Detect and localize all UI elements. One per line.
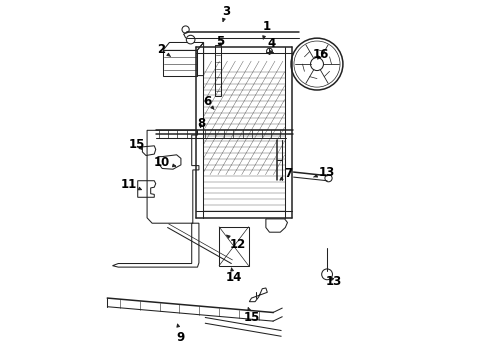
Text: 15: 15 xyxy=(129,138,145,151)
Circle shape xyxy=(267,48,272,54)
Text: 15: 15 xyxy=(244,308,260,324)
Text: 9: 9 xyxy=(177,324,185,344)
Text: 12: 12 xyxy=(227,235,246,251)
Text: 2: 2 xyxy=(157,43,171,57)
Text: 11: 11 xyxy=(121,178,142,191)
Text: 16: 16 xyxy=(313,48,329,61)
Circle shape xyxy=(182,26,189,33)
Circle shape xyxy=(186,35,195,44)
Text: 14: 14 xyxy=(225,268,242,284)
Text: 4: 4 xyxy=(268,37,276,54)
Text: 8: 8 xyxy=(197,117,205,130)
Text: 3: 3 xyxy=(222,5,230,21)
Text: 7: 7 xyxy=(280,167,292,180)
Text: 6: 6 xyxy=(203,95,214,109)
Text: 1: 1 xyxy=(263,21,270,39)
Circle shape xyxy=(321,269,333,280)
Circle shape xyxy=(325,175,332,182)
Text: 13: 13 xyxy=(326,275,343,288)
Text: 10: 10 xyxy=(153,156,175,169)
Text: 13: 13 xyxy=(314,166,335,179)
Text: 5: 5 xyxy=(216,35,224,48)
